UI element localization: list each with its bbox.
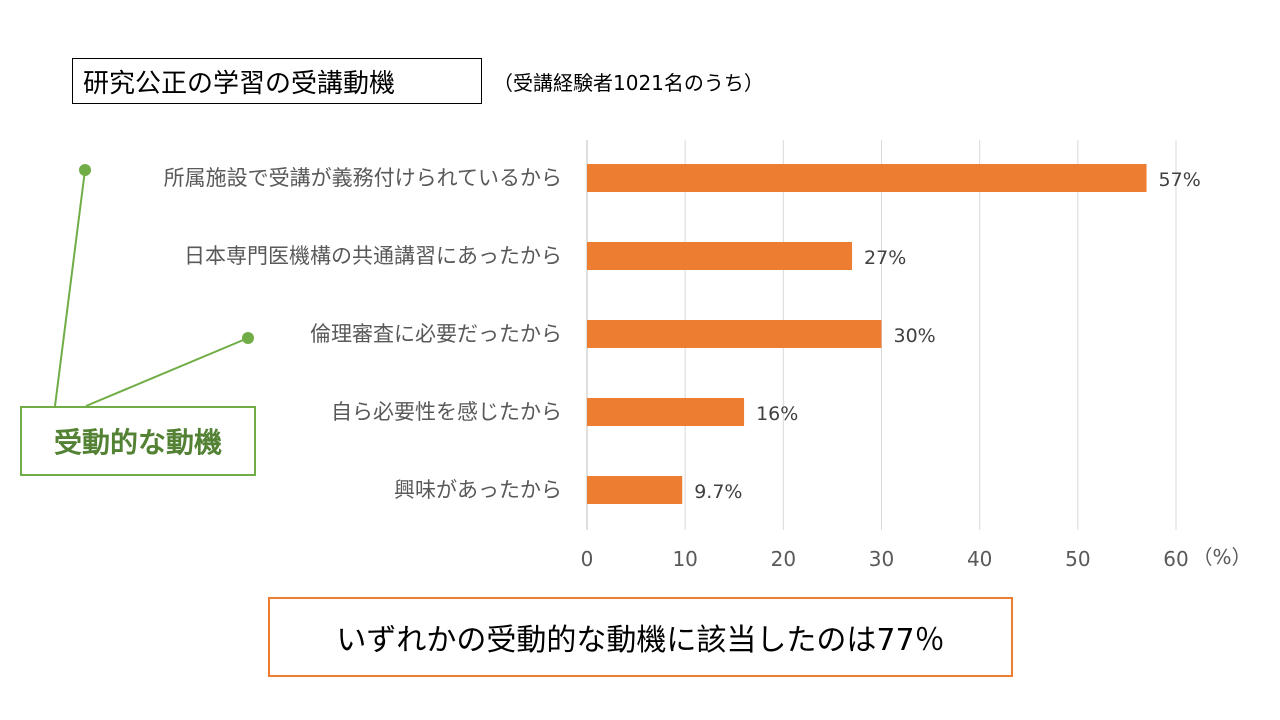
x-tick-label: 0	[581, 547, 594, 571]
x-axis-unit-label: （%）	[1192, 545, 1251, 569]
category-label: 興味があったから	[394, 478, 562, 502]
passive-motive-label-box: 受動的な動機	[20, 406, 256, 476]
bar	[587, 164, 1147, 192]
data-label: 30%	[894, 325, 936, 347]
category-label: 所属施設で受講が義務付けられているから	[164, 166, 562, 190]
passive-motive-label: 受動的な動機	[53, 426, 222, 459]
annotation-arrow-line	[85, 337, 249, 407]
data-label: 16%	[756, 403, 798, 425]
annotation-arrow-line	[54, 169, 86, 407]
category-label: 日本専門医機構の共通講習にあったから	[184, 244, 562, 268]
bar	[587, 320, 882, 348]
annotation-arrow-dot	[242, 332, 254, 344]
x-tick-label: 50	[1065, 547, 1090, 571]
summary-text: いずれかの受動的な動機に該当したのは77％	[336, 623, 945, 658]
summary-box: いずれかの受動的な動機に該当したのは77％	[268, 597, 1013, 677]
bar	[587, 476, 683, 504]
bar	[587, 398, 745, 426]
x-tick-label: 60	[1163, 547, 1188, 571]
bar	[587, 242, 853, 270]
data-label: 9.7%	[694, 481, 742, 503]
category-label: 倫理審査に必要だったから	[310, 322, 562, 346]
x-tick-label: 10	[672, 547, 697, 571]
x-tick-label: 30	[869, 547, 894, 571]
chart-subtitle: （受講経験者1021名のうち）	[493, 71, 764, 95]
x-tick-label: 40	[967, 547, 992, 571]
chart-title-box: 研究公正の学習の受講動機	[72, 58, 482, 104]
data-label: 27%	[864, 247, 906, 269]
data-label: 57%	[1159, 169, 1201, 191]
x-tick-label: 20	[771, 547, 796, 571]
annotation-arrow-dot	[79, 164, 91, 176]
category-label: 自ら必要性を感じたから	[331, 400, 562, 424]
chart-title: 研究公正の学習の受講動機	[83, 68, 396, 99]
